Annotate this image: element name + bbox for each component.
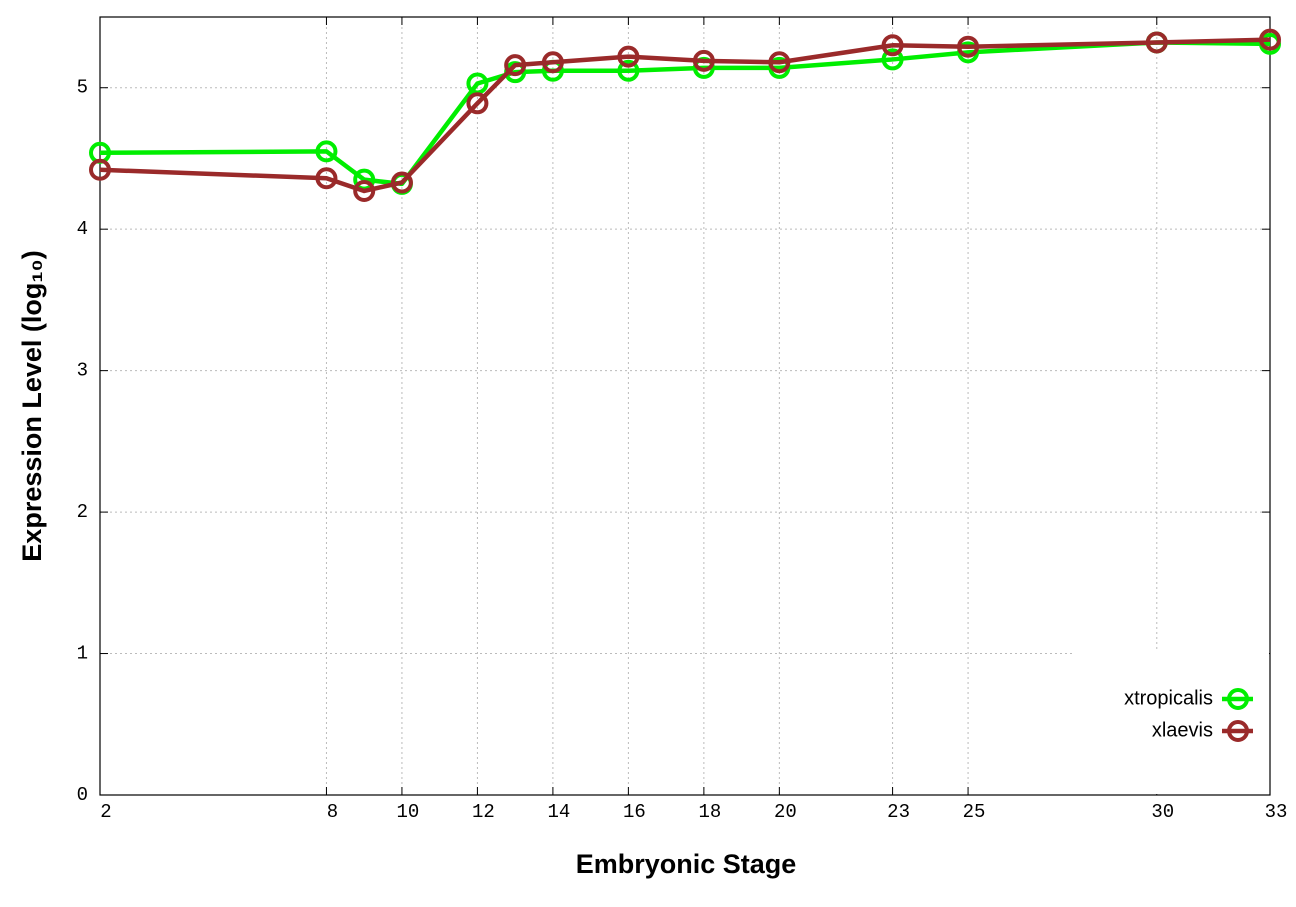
y-tick-label: 2 [77,501,88,523]
data-point [541,51,564,74]
x-tick-label: 14 [547,801,570,823]
x-tick-label: 23 [887,801,910,823]
data-point [768,51,791,74]
data-point [466,92,489,115]
x-tick-label: 18 [698,801,721,823]
data-point [315,167,338,190]
y-tick-label: 5 [77,77,88,99]
legend-marker [1227,688,1249,710]
series-line [99,40,1271,187]
data-point [617,45,640,68]
data-point [89,158,111,181]
x-tick-label: 12 [472,801,495,823]
x-tick-label: 25 [963,801,986,823]
x-tick-label: 16 [623,801,646,823]
series-line [99,37,1271,194]
data-point [881,48,904,71]
y-tick-label: 4 [77,218,88,240]
data-point [504,54,527,77]
y-tick-label: 1 [77,643,88,665]
x-tick-label: 20 [774,801,797,823]
data-point [1259,28,1281,51]
data-point [881,34,904,57]
x-tick-label: 8 [327,801,338,823]
data-point [692,49,715,72]
y-axis-label: Expression Level (log₁₀) [17,250,47,561]
legend-marker [1227,720,1249,742]
y-tick-label: 3 [77,360,88,382]
data-point [390,171,413,194]
y-tick-label: 0 [77,784,88,806]
data-point [617,59,640,82]
x-tick-label: 2 [100,801,111,823]
data-point [957,35,980,58]
x-tick-label: 33 [1265,801,1288,823]
data-point [353,179,376,202]
x-axis-label: Embryonic Stage [576,849,797,879]
legend-label: xtropicalis [1124,687,1213,709]
x-tick-label: 30 [1151,801,1174,823]
x-tick-label: 10 [397,801,420,823]
data-point [315,140,338,163]
data-point [1145,31,1168,54]
legend-label: xlaevis [1152,719,1213,741]
plot-frame [99,16,1271,796]
